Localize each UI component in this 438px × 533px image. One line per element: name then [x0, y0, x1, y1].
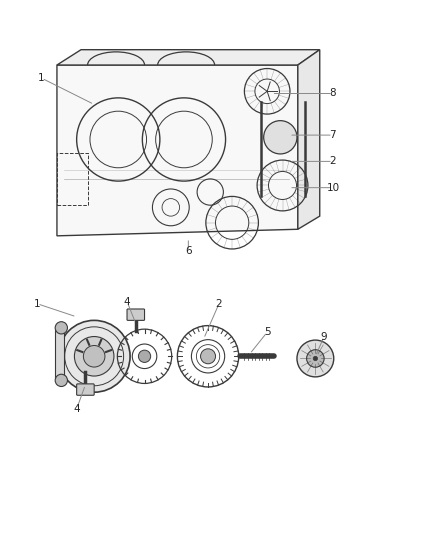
Polygon shape: [298, 50, 320, 229]
Text: 4: 4: [124, 296, 131, 306]
Circle shape: [307, 350, 324, 367]
Circle shape: [74, 336, 114, 376]
Text: 2: 2: [329, 156, 336, 166]
Text: 2: 2: [215, 298, 223, 309]
Circle shape: [297, 340, 334, 377]
Circle shape: [201, 349, 215, 364]
Text: 8: 8: [329, 88, 336, 99]
Text: 9: 9: [321, 332, 328, 342]
Text: 4: 4: [73, 404, 80, 414]
FancyBboxPatch shape: [77, 384, 94, 395]
Text: 10: 10: [326, 183, 339, 192]
Polygon shape: [55, 330, 64, 378]
Text: 7: 7: [329, 130, 336, 140]
Polygon shape: [57, 65, 298, 236]
Polygon shape: [57, 50, 320, 65]
Circle shape: [264, 120, 297, 154]
Circle shape: [55, 374, 67, 386]
Text: 5: 5: [264, 327, 271, 337]
Circle shape: [55, 322, 67, 334]
Circle shape: [313, 356, 318, 361]
Circle shape: [58, 320, 130, 392]
FancyBboxPatch shape: [127, 309, 145, 320]
Circle shape: [83, 345, 105, 367]
Text: 1: 1: [38, 73, 45, 83]
Text: 1: 1: [34, 298, 41, 309]
Text: 6: 6: [185, 246, 192, 256]
Circle shape: [138, 350, 151, 362]
